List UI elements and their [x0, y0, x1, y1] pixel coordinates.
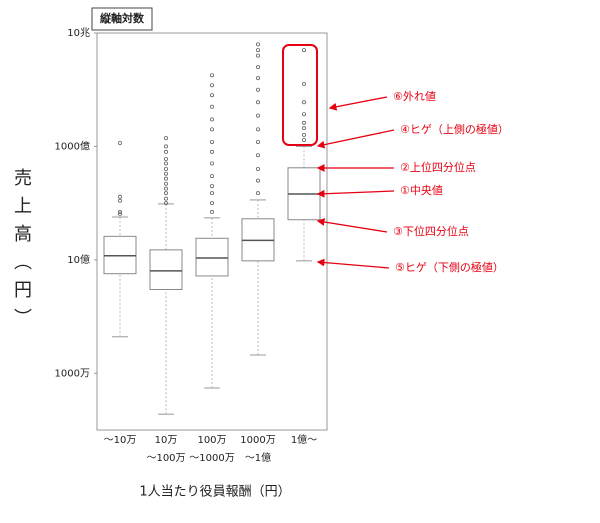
outlier — [255, 87, 260, 92]
outlier — [209, 149, 214, 154]
annotation-arrow — [316, 189, 395, 198]
outlier — [255, 191, 260, 196]
outlier — [301, 137, 306, 142]
outlier — [255, 53, 260, 58]
x-tick-label: ～10万 — [104, 435, 137, 446]
outlier — [209, 73, 214, 78]
outlier — [118, 140, 123, 145]
annotation-arrow — [316, 129, 395, 149]
y-tick-label: 10兆 — [67, 27, 90, 39]
outlier — [301, 120, 306, 125]
outlier — [118, 211, 123, 216]
box — [195, 237, 229, 277]
outlier — [118, 194, 123, 199]
outlier — [209, 104, 214, 109]
outlier — [163, 149, 168, 154]
outlier — [209, 127, 214, 132]
annotation: ④ヒゲ（上側の極値） — [400, 122, 509, 136]
outlier-highlight — [282, 44, 318, 146]
note-box — [91, 7, 153, 31]
outlier — [209, 117, 214, 122]
outlier — [163, 166, 168, 171]
outlier — [118, 198, 123, 203]
annotation: ①中央値 — [400, 184, 443, 197]
x-tick-label: 100万 — [197, 435, 226, 446]
y-axis-title: 売上高（円） — [11, 168, 32, 336]
outlier — [255, 127, 260, 132]
outlier — [209, 201, 214, 206]
outlier — [163, 196, 168, 201]
y-tick-label: 10億 — [67, 253, 90, 266]
x-tick-label: ～1000万 — [189, 453, 234, 464]
annotation: ⑤ヒゲ（下側の極値） — [395, 260, 504, 274]
outlier — [163, 181, 168, 186]
outlier — [301, 126, 306, 131]
outlier — [301, 100, 306, 105]
outlier — [255, 100, 260, 105]
x-tick-label: 1億～ — [291, 433, 317, 446]
outlier — [163, 157, 168, 162]
annotation-arrow — [316, 258, 390, 269]
x-tick-label: 1000万 — [240, 435, 275, 446]
outlier — [301, 48, 306, 53]
y-tick-label: 1000万 — [55, 368, 90, 379]
x-axis-title: 1人当たり役員報酬（円） — [139, 485, 290, 500]
outlier — [301, 112, 306, 117]
x-tick-label: ～100万 — [146, 453, 185, 464]
outlier — [255, 166, 260, 171]
outlier — [163, 176, 168, 181]
x-tick-label: ～1億 — [245, 451, 271, 464]
outlier — [163, 201, 168, 206]
outlier — [255, 65, 260, 70]
outlier — [209, 191, 214, 196]
outlier — [255, 48, 260, 53]
outlier — [255, 153, 260, 158]
outlier — [163, 161, 168, 166]
annotation-arrow — [328, 96, 388, 111]
y-tick-label: 1000億 — [55, 139, 90, 152]
outlier — [255, 42, 260, 47]
outlier — [209, 161, 214, 166]
outlier — [209, 184, 214, 189]
outlier — [209, 209, 214, 214]
outlier — [163, 171, 168, 176]
outlier — [118, 209, 123, 214]
annotation: ③下位四分位点 — [393, 224, 469, 238]
outlier — [255, 139, 260, 144]
outlier — [301, 81, 306, 86]
x-tick-label: 10万 — [155, 435, 178, 446]
annotation: ②上位四分位点 — [400, 160, 476, 174]
outlier — [255, 76, 260, 81]
annotation: ⑥外れ値 — [393, 90, 436, 103]
outlier — [301, 132, 306, 137]
outlier — [255, 113, 260, 118]
scale-note: 縦軸対数 — [100, 11, 145, 25]
outlier — [209, 83, 214, 88]
box — [149, 249, 183, 291]
annotation-arrow — [316, 218, 388, 233]
outlier — [163, 136, 168, 141]
outlier — [255, 178, 260, 183]
outlier — [209, 174, 214, 179]
outlier — [163, 186, 168, 191]
outlier — [163, 144, 168, 149]
outlier — [209, 139, 214, 144]
box — [103, 235, 137, 275]
plot-frame — [96, 32, 328, 431]
outlier — [163, 191, 168, 196]
outlier — [209, 93, 214, 98]
